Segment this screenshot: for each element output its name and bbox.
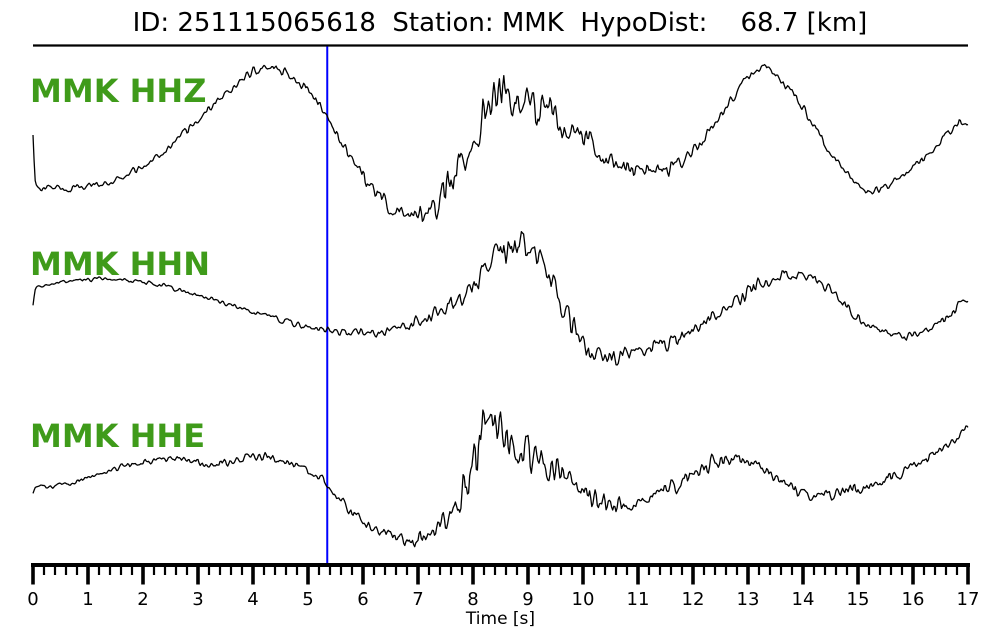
axis-tick-label: 3 (192, 589, 203, 610)
figure-title: ID: 251115065618 Station: MMK HypoDist: … (132, 8, 868, 38)
channel-label-hhe: MMK HHE (30, 417, 206, 455)
channel-label-hhn: MMK HHN (30, 245, 210, 283)
axis-tick-label: 9 (522, 589, 533, 610)
axis-tick-label: 16 (902, 589, 925, 610)
axis-tick-label: 2 (137, 589, 148, 610)
channel-label-hhz: MMK HHZ (30, 72, 207, 110)
axis-tick-label: 12 (682, 589, 705, 610)
axis-tick-label: 5 (302, 589, 313, 610)
axis-tick-label: 7 (412, 589, 423, 610)
axis-tick-label: 0 (27, 589, 38, 610)
x-axis-label: Time [s] (465, 609, 535, 629)
axis-tick-label: 13 (737, 589, 760, 610)
axis-tick-label: 8 (467, 589, 478, 610)
axis-tick-label: 14 (792, 589, 815, 610)
axis-tick-label: 15 (847, 589, 870, 610)
axis-tick-label: 6 (357, 589, 368, 610)
axis-bar (31, 563, 970, 567)
axis-tick-label: 10 (572, 589, 595, 610)
axis-tick-label: 1 (82, 589, 93, 610)
time-axis: 0 1 2 3 4 5 6 7 8 9 10 11 12 13 14 15 16 17 (27, 563, 979, 610)
waveform-hhe (32, 409, 969, 548)
waveform-hhz (32, 63, 969, 222)
axis-tick-label: 11 (627, 589, 650, 610)
title-row: ID: 251115065618 Station: MMK HypoDist: … (0, 8, 1000, 38)
axis-tick-label: 4 (247, 589, 258, 610)
axis-tick-label: 17 (957, 589, 980, 610)
waveform-hhn (32, 230, 969, 366)
